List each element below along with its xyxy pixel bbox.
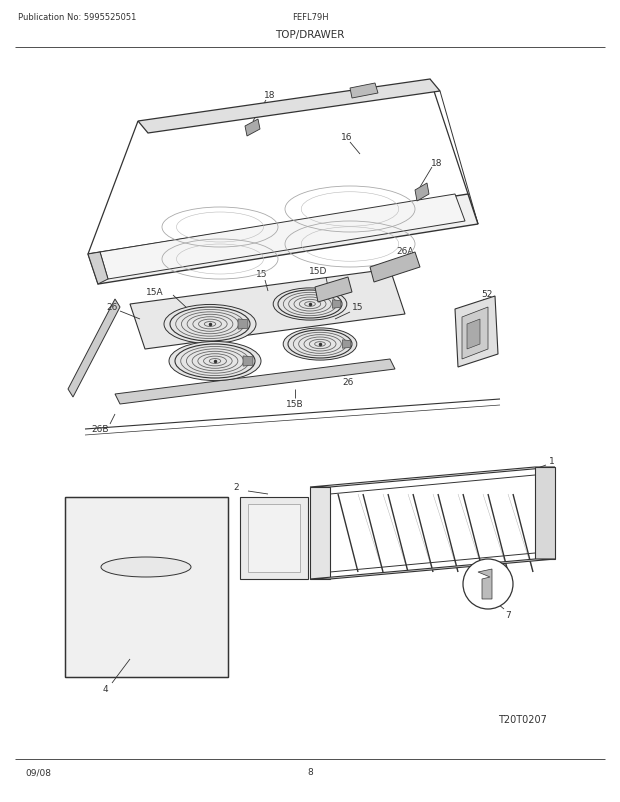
Polygon shape <box>467 320 480 350</box>
Polygon shape <box>535 468 555 559</box>
Polygon shape <box>115 359 395 404</box>
Text: 15D: 15D <box>309 267 327 276</box>
Text: T20T0207: T20T0207 <box>498 714 547 724</box>
Polygon shape <box>310 468 555 488</box>
Polygon shape <box>455 297 498 367</box>
Ellipse shape <box>164 305 256 344</box>
Polygon shape <box>310 488 330 579</box>
Polygon shape <box>310 559 555 579</box>
Polygon shape <box>350 84 378 99</box>
Ellipse shape <box>101 557 191 577</box>
Text: 09/08: 09/08 <box>25 768 51 776</box>
Text: 4: 4 <box>102 685 108 694</box>
Polygon shape <box>238 319 248 330</box>
Text: 26: 26 <box>106 303 118 312</box>
Text: 18: 18 <box>432 158 443 168</box>
Circle shape <box>463 559 513 610</box>
Text: 8: 8 <box>307 768 313 776</box>
Polygon shape <box>65 497 228 677</box>
Polygon shape <box>130 269 405 350</box>
Polygon shape <box>240 497 308 579</box>
Text: 1: 1 <box>549 457 555 466</box>
Text: 15: 15 <box>352 303 364 312</box>
Polygon shape <box>370 253 420 282</box>
Polygon shape <box>315 277 352 302</box>
Text: 2: 2 <box>233 483 239 492</box>
Text: 15: 15 <box>256 270 268 279</box>
Polygon shape <box>68 300 120 398</box>
Polygon shape <box>248 504 300 573</box>
Polygon shape <box>88 195 478 285</box>
Text: TOP/DRAWER: TOP/DRAWER <box>275 30 345 40</box>
Text: 26: 26 <box>342 378 353 387</box>
Ellipse shape <box>283 329 356 361</box>
Polygon shape <box>415 184 429 202</box>
Text: 26B: 26B <box>91 425 108 434</box>
Text: 26A: 26A <box>396 247 414 256</box>
Text: 7: 7 <box>505 611 511 620</box>
Text: 16: 16 <box>341 133 353 142</box>
Polygon shape <box>245 119 260 137</box>
Ellipse shape <box>273 289 347 321</box>
Ellipse shape <box>169 342 261 381</box>
Text: 52: 52 <box>481 290 493 299</box>
Polygon shape <box>138 80 440 134</box>
Polygon shape <box>100 195 465 280</box>
Text: 18: 18 <box>264 91 276 100</box>
Text: 15B: 15B <box>286 400 304 409</box>
Polygon shape <box>88 253 108 285</box>
Polygon shape <box>478 569 492 599</box>
Polygon shape <box>332 301 340 309</box>
Text: Publication No: 5995525051: Publication No: 5995525051 <box>18 13 136 22</box>
Text: FEFL79H: FEFL79H <box>291 13 329 22</box>
Polygon shape <box>243 356 253 367</box>
Text: 15A: 15A <box>146 288 164 297</box>
Polygon shape <box>462 308 488 359</box>
Polygon shape <box>342 340 350 349</box>
